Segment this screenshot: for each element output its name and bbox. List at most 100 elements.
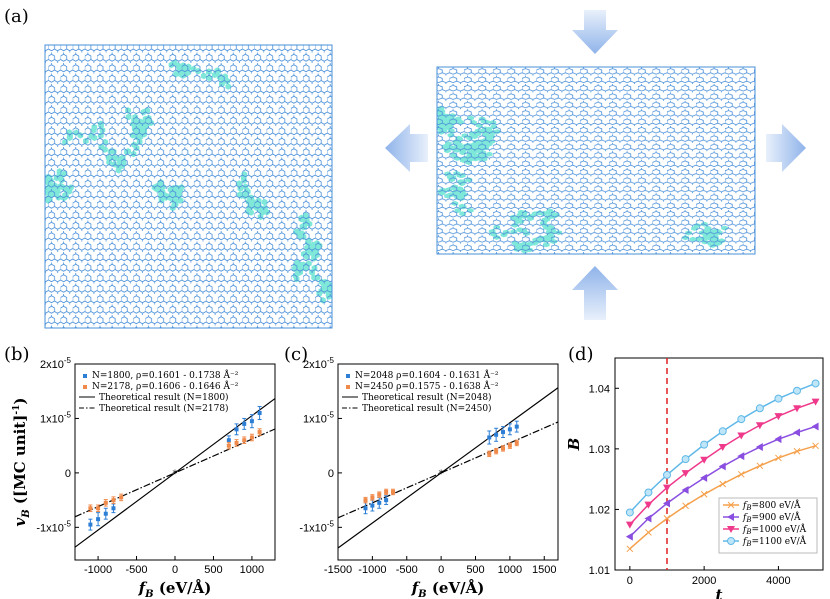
data-point — [663, 484, 671, 492]
x-tick-label: 500 — [466, 564, 484, 576]
data-point — [644, 514, 652, 523]
data-point — [111, 506, 116, 511]
data-point — [755, 422, 764, 430]
data-point — [370, 503, 375, 508]
chart-b: -1000 -500 0 500 1000 -1x10-5 0 1x10-5 2x10-5 * N=… — [11, 356, 276, 599]
legend-marker — [346, 374, 350, 378]
x-tick-label: 0 — [438, 564, 444, 576]
data-point — [501, 430, 505, 435]
exponent: -5 — [327, 410, 335, 419]
data-point — [234, 440, 239, 445]
data-point — [727, 526, 735, 533]
data-point — [487, 435, 492, 440]
data-point — [487, 451, 492, 456]
data-point — [756, 462, 764, 470]
legend-label: N=2048 ρ=0.1604 - 0.1631 Å⁻² — [355, 369, 499, 381]
unit: ) — [11, 398, 29, 405]
x-tick-label: 4000 — [766, 575, 790, 587]
exponent: -5 — [64, 356, 72, 365]
data-point — [257, 411, 262, 415]
data-point — [377, 500, 382, 505]
data-point — [626, 545, 634, 553]
legend-marker — [83, 374, 87, 378]
data-point — [700, 490, 708, 498]
data-point — [384, 489, 389, 494]
data-point — [494, 449, 499, 454]
data-point — [377, 492, 382, 497]
legend-value: =800 eV/Å — [752, 499, 801, 511]
data-point — [644, 488, 653, 497]
stretched-lattice — [436, 66, 756, 255]
x-tick-label: 1000 — [498, 564, 522, 576]
data-point — [812, 442, 819, 450]
panel-label-d: (d) — [568, 344, 594, 365]
panel-label-b: (b) — [4, 344, 30, 365]
legend-label: fB=1000 eV/Å — [742, 523, 807, 536]
subscript: B — [745, 504, 751, 512]
legend-label: Theoretical result (N=1800) — [99, 392, 229, 403]
data-point — [727, 537, 735, 545]
arrow-down-icon — [572, 10, 618, 54]
x-tick-label: -500 — [126, 564, 148, 576]
legend-label: N=2450 ρ=0.1575 - 0.1638 Å⁻² — [355, 380, 499, 392]
data-point — [737, 452, 745, 461]
data-point — [514, 424, 519, 429]
data-point — [103, 500, 108, 505]
data-point — [793, 386, 801, 395]
legend-box — [718, 497, 818, 554]
legend-value: =1000 eV/Å — [752, 523, 807, 535]
data-point — [755, 443, 763, 452]
legend-symbol: f — [742, 513, 748, 523]
data-point — [644, 501, 653, 509]
y-tick-label: 2x10-5 — [40, 356, 72, 371]
origin-marker: * — [439, 469, 444, 480]
data-point — [363, 506, 368, 511]
data-point — [249, 435, 254, 440]
y-axis-label: B — [565, 438, 583, 452]
data-point — [811, 422, 819, 431]
panel-label-a: (a) — [4, 6, 29, 27]
data-point — [391, 489, 395, 494]
subscript: B — [21, 509, 32, 518]
data-point — [793, 428, 800, 437]
legend-label: Theoretical result (N=2450) — [362, 403, 492, 414]
data-point — [384, 498, 389, 503]
square-lattice — [44, 44, 333, 329]
legend-symbol: f — [742, 501, 748, 511]
legend-symbol: f — [742, 525, 748, 535]
legend-label: N=2178, ρ=0.1606 - 0.1646 Å⁻² — [92, 380, 239, 392]
data-point — [370, 495, 375, 500]
theory-line — [74, 428, 276, 518]
data-point — [682, 502, 689, 510]
data-point — [681, 470, 690, 478]
x-tick-label: 500 — [204, 564, 222, 576]
data-point — [663, 499, 670, 508]
data-point — [96, 506, 101, 511]
subscript: B — [745, 528, 751, 536]
arrow-up-icon — [572, 266, 618, 320]
data-point — [514, 440, 519, 445]
unit: (eV/Å) — [427, 579, 485, 597]
y-tick-label: 0 — [328, 468, 334, 480]
data-point — [501, 446, 505, 451]
data-point — [719, 480, 727, 488]
x-axis-label: t — [716, 586, 723, 599]
legend-label: fB=900 eV/Å — [742, 511, 801, 524]
exponent: -1 — [12, 405, 22, 415]
legend-label: N=1800, ρ=0.1601 - 0.1738 Å⁻² — [92, 369, 239, 381]
data-point — [363, 498, 368, 503]
data-point — [625, 508, 634, 517]
unit: ([MC unit] — [11, 415, 29, 510]
y-axis-label: vB ([MC unit]-1) — [11, 398, 32, 527]
data-point — [257, 430, 262, 435]
data-point — [507, 427, 512, 432]
x-axis-label: fB (eV/Å) — [411, 579, 485, 599]
legend-value: =1100 eV/Å — [752, 535, 807, 547]
y-tick-label: 0 — [65, 468, 71, 480]
data-point — [793, 405, 801, 413]
arrow-left-icon — [385, 124, 428, 172]
data-point — [625, 532, 633, 541]
data-point — [774, 394, 783, 403]
